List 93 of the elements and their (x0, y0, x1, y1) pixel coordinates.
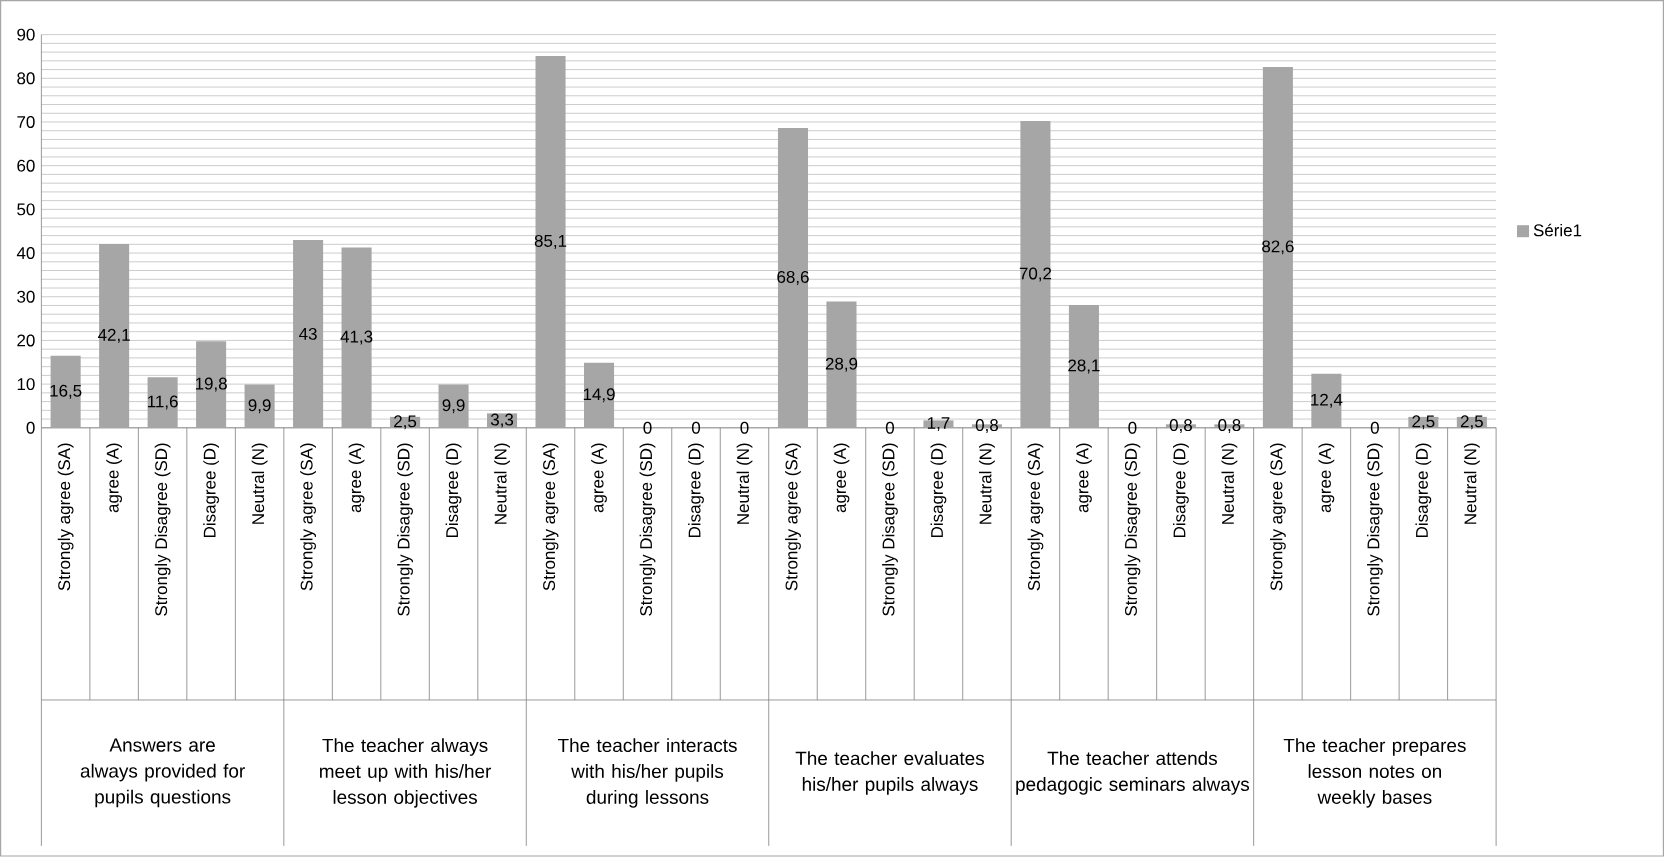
y-tick-label: 80 (17, 72, 35, 85)
data-label: 2,5 (394, 415, 417, 430)
x-tick-label: Disagree (D) (1173, 443, 1189, 538)
data-label: 19,8 (195, 377, 227, 392)
x-tick-label: Strongly Disagree (SD) (639, 443, 656, 616)
x-tick-label: Disagree (D) (203, 443, 219, 538)
x-tick-label: agree (A) (591, 443, 607, 513)
text: The teacher interacts with his/her pupils during lessons (557, 738, 737, 808)
y-tick-label: 30 (17, 290, 35, 303)
y-tick-label: 60 (17, 159, 35, 172)
y-tick-label: 10 (17, 378, 35, 391)
data-label: 0 (691, 422, 701, 434)
x-tick-label: Neutral (N) (251, 443, 268, 525)
text: The teacher attends pedagogic seminars always (1016, 751, 1250, 795)
data-label: 0 (1370, 422, 1379, 434)
x-tick-label: Strongly agree (SA) (1269, 443, 1286, 591)
bar (826, 301, 857, 428)
x-tick-label: Strongly Disagree (SD) (154, 443, 171, 616)
x-tick-label: Disagree (D) (445, 443, 462, 538)
bar (1262, 67, 1293, 428)
data-label: 0 (740, 422, 749, 434)
data-label: 0,8 (1218, 419, 1241, 434)
y-tick-label: 0 (26, 422, 35, 434)
x-tick-label: Strongly agree (SA) (300, 443, 316, 591)
y-tick-label: 50 (17, 203, 35, 216)
x-tick-label: Strongly Disagree (SD) (1366, 443, 1383, 616)
x-tick-label: Strongly Disagree (SD) (397, 443, 413, 616)
bar (535, 56, 566, 428)
x-tick-label: Strongly Disagree (SD) (1124, 443, 1141, 616)
x-tick-label: Strongly agree (SA) (785, 443, 801, 591)
data-label: 12,4 (1311, 393, 1343, 408)
data-label: 82,6 (1262, 240, 1294, 255)
bar (1020, 121, 1051, 428)
data-label: 0,8 (1169, 419, 1192, 434)
y-tick-label: 70 (17, 116, 35, 129)
data-label: 0 (1128, 422, 1137, 434)
data-label: 0 (885, 422, 895, 434)
text: The teacher evaluates his/her pupils always (795, 751, 984, 795)
bar (583, 362, 615, 428)
y-tick-label: 90 (17, 28, 35, 41)
x-tick-label: Disagree (D) (688, 443, 704, 538)
bar (341, 247, 372, 428)
data-label: 2,5 (1460, 415, 1483, 430)
data-label: 43 (299, 328, 317, 341)
bar (147, 377, 178, 428)
bar (438, 384, 469, 428)
bar (196, 341, 227, 428)
legend-label: Série1 (1533, 223, 1582, 237)
bar (1311, 373, 1342, 428)
x-tick-label: agree (A) (348, 443, 365, 513)
bar (777, 128, 809, 428)
y-tick-label: 20 (17, 334, 35, 347)
x-tick-label: Disagree (D) (930, 443, 947, 538)
x-tick-label: agree (A) (106, 443, 123, 513)
data-label: 68,6 (777, 271, 809, 286)
x-tick-label: Neutral (N) (494, 443, 510, 525)
data-label: 28,1 (1068, 359, 1100, 374)
text: The teacher always meet up with his/her lesson objectives (320, 738, 492, 808)
x-tick-label: Neutral (N) (979, 443, 995, 525)
data-label: 42,1 (98, 329, 130, 344)
x-tick-label: agree (A) (833, 443, 850, 513)
bar (244, 384, 275, 428)
x-tick-label: Strongly agree (SA) (542, 443, 559, 591)
data-label: 14,9 (583, 388, 615, 403)
data-label: 0,8 (975, 419, 998, 434)
text: Answers are always provided for pupils questions (80, 738, 245, 808)
data-label: 2,5 (1412, 415, 1435, 430)
x-tick-label: Strongly agree (SA) (1027, 443, 1044, 591)
x-tick-label: Strongly agree (SA) (57, 443, 74, 591)
data-label: 0 (643, 422, 652, 434)
data-label: 1,7 (927, 417, 950, 432)
x-tick-label: Disagree (D) (1415, 443, 1432, 538)
data-label: 85,1 (534, 235, 567, 250)
x-tick-label: agree (A) (1318, 443, 1335, 513)
bar (293, 240, 324, 428)
bar (1068, 305, 1099, 428)
y-tick-label: 40 (16, 247, 35, 260)
data-label: 3,3 (490, 413, 514, 428)
data-label: 16,5 (50, 384, 82, 399)
x-tick-label: Strongly Disagree (SD) (882, 443, 898, 616)
x-tick-label: agree (A) (1076, 443, 1092, 513)
x-tick-label: Neutral (N) (736, 443, 753, 525)
text: The teacher prepares lesson notes on weekly bases (1283, 738, 1466, 808)
x-tick-label: Neutral (N) (1463, 443, 1480, 525)
bar (99, 244, 130, 428)
bar (50, 355, 81, 428)
data-label: 70,2 (1019, 267, 1052, 282)
data-label: 9,9 (248, 399, 271, 414)
data-label: 11,6 (148, 395, 178, 410)
data-label: 9,9 (442, 399, 465, 414)
data-label: 41,3 (340, 330, 373, 345)
x-tick-label: Neutral (N) (1221, 443, 1238, 525)
data-label: 28,9 (825, 357, 858, 372)
